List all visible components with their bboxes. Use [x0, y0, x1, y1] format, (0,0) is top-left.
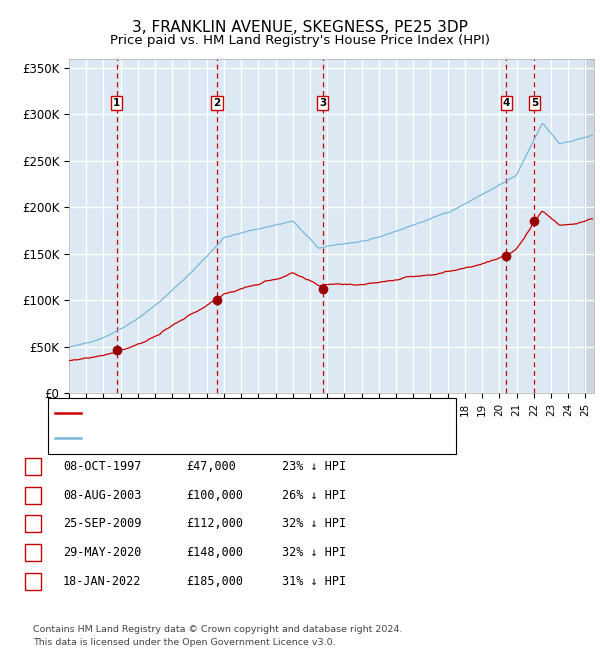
Text: Price paid vs. HM Land Registry's House Price Index (HPI): Price paid vs. HM Land Registry's House … [110, 34, 490, 47]
Text: 3, FRANKLIN AVENUE, SKEGNESS, PE25 3DP (detached house): 3, FRANKLIN AVENUE, SKEGNESS, PE25 3DP (… [84, 408, 430, 419]
Bar [584, 58, 594, 393]
Text: 08-OCT-1997: 08-OCT-1997 [63, 460, 142, 473]
Text: 3: 3 [319, 98, 326, 108]
Text: 08-AUG-2003: 08-AUG-2003 [63, 489, 142, 502]
Text: 26% ↓ HPI: 26% ↓ HPI [282, 489, 346, 502]
Text: Contains HM Land Registry data © Crown copyright and database right 2024.
This d: Contains HM Land Registry data © Crown c… [33, 625, 403, 647]
Text: 4: 4 [29, 547, 37, 558]
Text: 1: 1 [113, 98, 121, 108]
Text: 31% ↓ HPI: 31% ↓ HPI [282, 575, 346, 588]
Text: 3, FRANKLIN AVENUE, SKEGNESS, PE25 3DP: 3, FRANKLIN AVENUE, SKEGNESS, PE25 3DP [132, 20, 468, 34]
Text: 2: 2 [29, 490, 37, 501]
Text: 18-JAN-2022: 18-JAN-2022 [63, 575, 142, 588]
Text: £185,000: £185,000 [186, 575, 243, 588]
Text: £148,000: £148,000 [186, 546, 243, 559]
Text: 29-MAY-2020: 29-MAY-2020 [63, 546, 142, 559]
Text: 1: 1 [29, 462, 37, 472]
Text: £100,000: £100,000 [186, 489, 243, 502]
Text: 32% ↓ HPI: 32% ↓ HPI [282, 517, 346, 530]
Text: £112,000: £112,000 [186, 517, 243, 530]
Text: 2: 2 [213, 98, 220, 108]
Text: £47,000: £47,000 [186, 460, 236, 473]
Text: 25-SEP-2009: 25-SEP-2009 [63, 517, 142, 530]
Text: 5: 5 [531, 98, 538, 108]
Text: 32% ↓ HPI: 32% ↓ HPI [282, 546, 346, 559]
Text: 3: 3 [29, 519, 37, 529]
Text: 4: 4 [503, 98, 510, 108]
Text: 5: 5 [29, 576, 37, 586]
Text: HPI: Average price, detached house, East Lindsey: HPI: Average price, detached house, East… [84, 433, 361, 443]
Text: 23% ↓ HPI: 23% ↓ HPI [282, 460, 346, 473]
